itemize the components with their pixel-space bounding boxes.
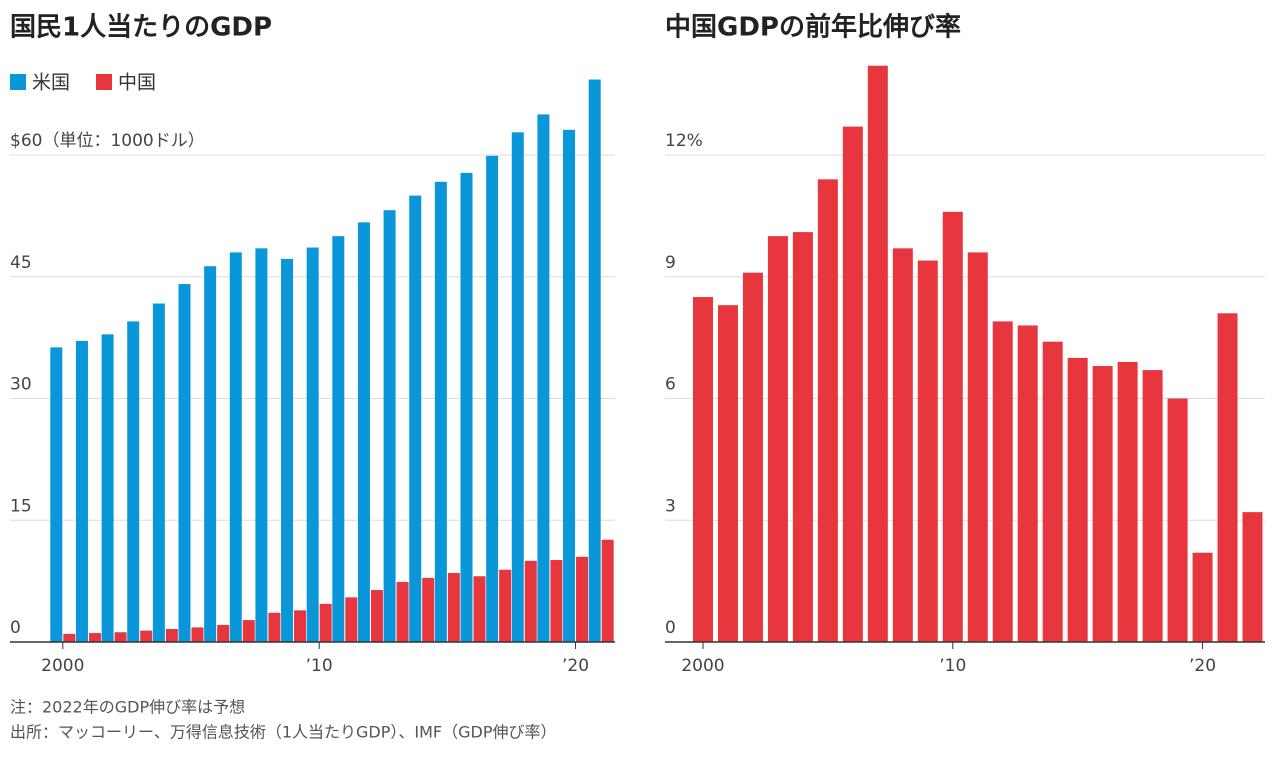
bar	[127, 321, 140, 642]
note: 注：2022年のGDP伸び率は予想	[10, 698, 245, 717]
bar	[63, 633, 76, 642]
bar	[967, 252, 988, 642]
x-tick-label: ’20	[1189, 656, 1216, 676]
bar	[1117, 361, 1138, 642]
bar	[1017, 325, 1038, 642]
bar	[867, 65, 888, 642]
bar	[152, 303, 165, 642]
bar	[75, 340, 88, 642]
y-tick-label: 0	[10, 618, 21, 638]
bar	[409, 195, 422, 643]
y-tick-label: 12%	[665, 131, 703, 151]
bar	[114, 632, 127, 642]
note: 出所：マッコーリー、万得信息技術（1人当たりGDP）、IMF（GDP伸び率）	[10, 723, 556, 742]
bar	[588, 79, 601, 642]
bar	[942, 211, 963, 643]
y-tick-label: 6	[665, 375, 676, 395]
bar	[1167, 398, 1188, 642]
y-tick-label: 15	[10, 496, 32, 516]
bar	[576, 556, 589, 642]
bar	[486, 155, 499, 643]
y-tick-label: $60（単位：1000ドル）	[10, 131, 205, 151]
x-tick-label: 2000	[41, 656, 84, 676]
y-tick-label: 0	[665, 618, 676, 638]
bar	[255, 248, 268, 642]
bar	[229, 252, 242, 642]
bar	[217, 624, 230, 642]
legend-swatch	[96, 74, 113, 90]
bar	[422, 577, 435, 642]
bar	[742, 272, 763, 642]
x-tick-label: ’10	[939, 656, 966, 676]
bar	[473, 576, 486, 642]
bar	[550, 560, 563, 642]
bar	[524, 560, 537, 642]
bar	[370, 590, 383, 642]
bar	[357, 222, 370, 642]
legend-label: 中国	[118, 72, 156, 94]
bar	[842, 126, 863, 642]
bar	[396, 581, 409, 642]
bar	[460, 172, 473, 642]
bar	[281, 258, 294, 642]
y-tick-label: 9	[665, 253, 676, 273]
bar	[88, 633, 101, 642]
bar	[817, 179, 838, 642]
bar	[692, 297, 713, 642]
bar	[178, 284, 191, 642]
bar	[383, 210, 396, 642]
x-tick-label: ’20	[562, 656, 589, 676]
y-tick-label: 45	[10, 253, 32, 273]
bar	[319, 603, 332, 642]
bar	[268, 612, 281, 642]
bar	[499, 569, 512, 642]
bar	[1042, 341, 1063, 642]
bar	[1242, 512, 1263, 642]
bar	[601, 539, 614, 642]
bar	[434, 181, 447, 642]
legend-swatch	[10, 74, 26, 90]
bar	[50, 347, 63, 642]
bar	[1217, 313, 1238, 642]
chart-title: 中国GDPの前年比伸び率	[665, 12, 961, 43]
bar	[294, 610, 307, 642]
legend-label: 米国	[32, 72, 70, 94]
x-tick-label: 2000	[681, 656, 724, 676]
bar	[1192, 552, 1213, 642]
y-tick-label: 3	[665, 496, 676, 516]
bar	[242, 620, 255, 642]
bar	[892, 248, 913, 642]
bar	[101, 334, 114, 642]
bar	[332, 236, 345, 642]
bar	[767, 236, 788, 642]
bar	[992, 321, 1013, 642]
bar	[1067, 357, 1088, 642]
bar	[140, 630, 153, 642]
bar	[792, 232, 813, 642]
bar	[447, 573, 460, 642]
chart-title: 国民1人当たりのGDP	[10, 13, 272, 43]
bar	[306, 247, 319, 642]
bar	[204, 266, 217, 642]
bar	[345, 597, 358, 642]
bar	[717, 305, 738, 642]
bar	[917, 260, 938, 642]
bar	[511, 132, 524, 643]
bar	[191, 627, 204, 642]
bar	[1142, 370, 1163, 642]
bar	[537, 114, 550, 642]
x-tick-label: ’10	[306, 656, 333, 676]
bar	[1092, 366, 1113, 642]
y-tick-label: 30	[10, 375, 32, 395]
bar	[563, 129, 576, 643]
bar	[165, 629, 178, 642]
